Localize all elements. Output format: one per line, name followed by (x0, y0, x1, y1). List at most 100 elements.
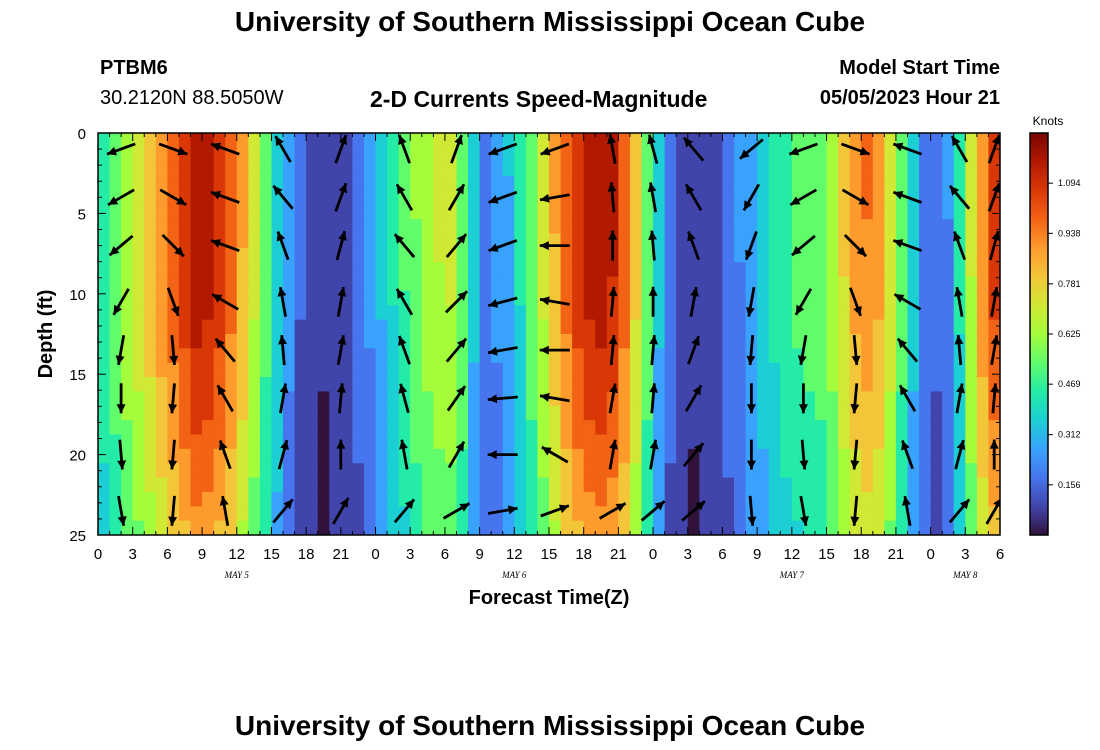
heatmap-cell (294, 290, 307, 306)
heatmap-cell (734, 348, 747, 364)
heatmap-cell (433, 276, 446, 292)
heatmap-cell (687, 161, 700, 177)
heatmap-cell (803, 420, 816, 436)
heatmap-cell (144, 176, 157, 192)
heatmap-cell (433, 334, 446, 349)
heatmap-cell (317, 391, 330, 407)
current-arrow (608, 230, 618, 261)
heatmap-cell (745, 463, 758, 479)
heatmap-cell (213, 448, 226, 464)
heatmap-cell (849, 276, 862, 292)
heatmap-cell (676, 362, 689, 378)
heatmap-cell (468, 477, 481, 493)
heatmap-cell (687, 434, 700, 450)
heatmap-cell (352, 491, 365, 507)
heatmap-cell (826, 147, 839, 163)
heatmap-cell (468, 204, 481, 220)
heatmap-cell (294, 506, 307, 522)
heatmap-cell (121, 276, 134, 292)
heatmap-cell (653, 161, 666, 177)
heatmap-cell (144, 161, 157, 177)
heatmap-cell (560, 133, 573, 148)
heatmap-cell (884, 334, 897, 349)
heatmap-cell (549, 161, 562, 177)
current-arrow (607, 182, 617, 213)
heatmap-cell (283, 133, 296, 148)
heatmap-cell (560, 334, 573, 349)
heatmap-cell (306, 506, 319, 522)
heatmap-cell (872, 147, 885, 163)
heatmap-cell (988, 477, 1000, 493)
heatmap-cell (629, 506, 643, 522)
heatmap-cell (976, 506, 990, 522)
heatmap-cell (306, 405, 319, 421)
heatmap-cell (872, 247, 885, 263)
heatmap-cell (583, 506, 596, 522)
heatmap-cell (595, 348, 608, 364)
heatmap-cell (363, 219, 377, 235)
heatmap-cell (98, 305, 111, 321)
heatmap-cell (537, 247, 550, 263)
heatmap-cell (387, 305, 400, 321)
heatmap-cell (294, 334, 307, 349)
heatmap-cell (502, 176, 515, 192)
heatmap-cell (213, 161, 226, 177)
heatmap-cell (618, 448, 631, 464)
heatmap-cell (271, 319, 284, 335)
heatmap-cell (491, 133, 504, 148)
heatmap-cell (144, 219, 157, 235)
heatmap-cell (132, 276, 145, 292)
heatmap-cell (317, 348, 330, 364)
heatmap-cell (919, 204, 932, 220)
heatmap-cell (572, 190, 585, 206)
heatmap-cell (329, 477, 342, 493)
heatmap-cell (502, 405, 515, 421)
heatmap-cell (653, 334, 666, 349)
heatmap-cell (676, 420, 689, 436)
heatmap-cell (872, 190, 885, 206)
heatmap-cell (595, 276, 608, 292)
heatmap-cell (641, 448, 654, 464)
heatmap-cell (976, 420, 990, 436)
heatmap-cell (213, 204, 226, 220)
heatmap-cell (306, 190, 319, 206)
heatmap-cell (549, 176, 562, 192)
heatmap-cell (202, 520, 215, 535)
current-arrow (539, 193, 570, 203)
heatmap-cell (560, 305, 573, 321)
heatmap-cell (167, 463, 180, 479)
heatmap-cell (132, 362, 145, 378)
heatmap-cell (433, 520, 446, 535)
heatmap-cell (491, 362, 504, 378)
heatmap-cell (491, 420, 504, 436)
heatmap-cell (699, 219, 712, 235)
heatmap-cell (838, 319, 851, 335)
heatmap-cell (884, 434, 897, 450)
heatmap-cell (814, 290, 828, 306)
heatmap-cell (213, 176, 226, 192)
heatmap-cell (549, 463, 562, 479)
heatmap-cell (722, 377, 735, 393)
heatmap-cell (502, 219, 515, 235)
heatmap-cell (178, 448, 192, 464)
heatmap-cell (433, 377, 446, 393)
heatmap-cell (965, 219, 978, 235)
heatmap-cell (988, 262, 1000, 278)
heatmap-cell (144, 190, 157, 206)
heatmap-cell (942, 190, 955, 206)
heatmap-cell (306, 463, 319, 479)
heatmap-cell (641, 334, 654, 349)
heatmap-cell (618, 290, 631, 306)
heatmap-cell (387, 448, 400, 464)
heatmap-cell (722, 477, 735, 493)
heatmap-cell (734, 362, 747, 378)
heatmap-cell (687, 491, 700, 507)
heatmap-cell (976, 434, 990, 450)
heatmap-cell (283, 161, 296, 177)
heatmap-cell (259, 420, 273, 436)
heatmap-cell (317, 147, 330, 163)
current-arrow (393, 233, 416, 258)
current-arrow (841, 188, 870, 207)
heatmap-cell (745, 477, 758, 493)
heatmap-cell (387, 133, 400, 148)
